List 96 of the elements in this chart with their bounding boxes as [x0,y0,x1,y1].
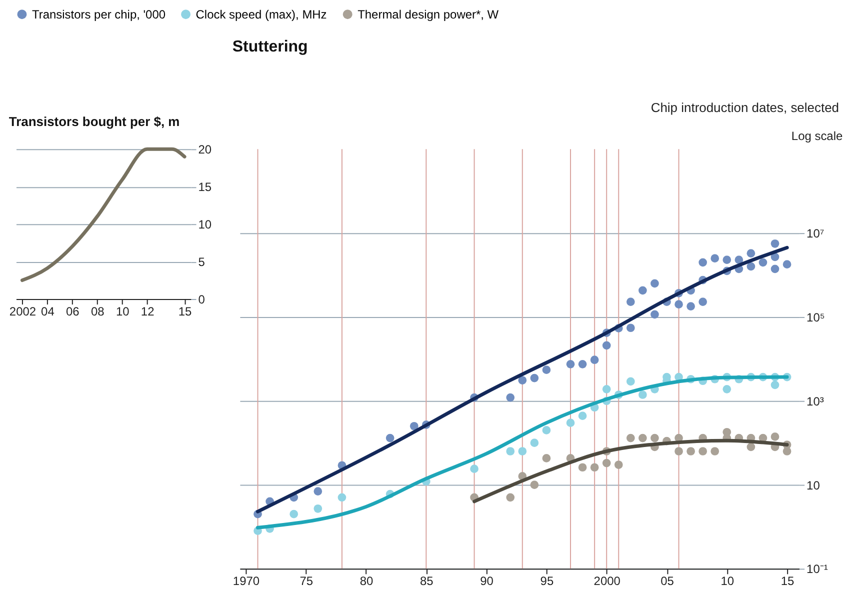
y-tick-label: 10³ [806,394,824,408]
point [650,310,659,319]
point [314,487,322,496]
x-tick-label: 15 [780,574,795,588]
point [614,460,623,469]
point [638,434,647,442]
x-tick-label: 10 [116,304,130,318]
point [506,493,515,502]
chart-title: Transistors bought per $, m [8,114,180,130]
point [542,366,551,374]
y-tick-label: 10 [198,218,212,232]
x-tick-label: 06 [66,304,80,318]
y-axis-title: Log scale [791,129,843,144]
x-tick-label: 2002 [9,304,36,318]
point [590,356,599,364]
point [722,256,732,264]
y-tick-label: 0 [198,292,206,306]
point [590,463,599,472]
point [674,300,683,309]
point [578,360,587,368]
point [770,239,780,248]
point [602,341,611,350]
y-tick-label: 5 [198,255,206,270]
point [734,256,744,264]
point [338,493,346,502]
y-tick-label: 10 [806,478,820,492]
y-tick-label: 10⁵ [806,310,825,324]
point [602,385,611,394]
point [770,380,780,390]
point [686,447,695,456]
legend-label: Clock speed (max), MHz [196,7,327,22]
x-tick-label: 1970 [232,574,260,588]
point [782,447,792,456]
x-tick-label: 08 [90,304,105,318]
point [698,258,708,267]
x-tick-label: 75 [300,574,314,588]
x-tick-label: 10 [720,574,734,588]
legend-label: Thermal design power*, W [358,7,500,22]
point [506,447,515,456]
point [578,412,587,420]
point [638,390,647,399]
y-tick-label: 10⁻¹ [806,562,828,576]
x-tick-label: 95 [540,574,554,588]
chart-title: Stuttering [232,38,308,56]
point [638,286,647,295]
point [698,298,708,306]
y-tick-label: 20 [198,142,212,157]
point [626,434,635,442]
point [470,464,478,473]
point [578,463,587,472]
point [710,447,720,456]
point [290,510,298,518]
line-series [20,147,186,282]
point [674,447,683,456]
x-tick-label: 12 [140,304,155,318]
point [626,298,635,306]
text: Chip introduction dates, selected [650,100,840,116]
point [722,385,732,394]
point [530,480,539,489]
point [626,377,635,386]
point [410,422,418,430]
point [650,279,659,288]
point [626,324,635,332]
point [566,418,575,427]
legend-label: Transistors per chip, '000 [32,7,166,22]
point [506,393,515,402]
point [530,374,539,382]
point [746,262,756,271]
point [710,254,720,262]
y-tick-label: 10⁷ [806,226,824,241]
point [770,432,780,441]
point [566,360,575,368]
y-tick-label: 15 [198,180,212,194]
point [518,376,527,384]
point [602,458,611,468]
x-tick-label: 85 [420,574,434,588]
point [746,249,756,258]
point [746,442,756,452]
point [314,504,322,513]
point [782,260,792,268]
x-tick-label: 15 [178,304,192,318]
point [530,438,539,447]
x-tick-label: 05 [660,574,674,588]
point [386,434,394,442]
x-tick-label: 80 [360,574,374,588]
point [542,454,551,462]
point [518,447,527,456]
point [650,434,659,442]
point [686,302,695,310]
x-tick-label: 90 [480,574,494,588]
point [758,258,768,267]
point [542,426,551,434]
point [770,264,780,274]
point [698,447,708,456]
x-tick-label: 04 [41,304,55,318]
x-tick-label: 2000 [594,574,621,588]
